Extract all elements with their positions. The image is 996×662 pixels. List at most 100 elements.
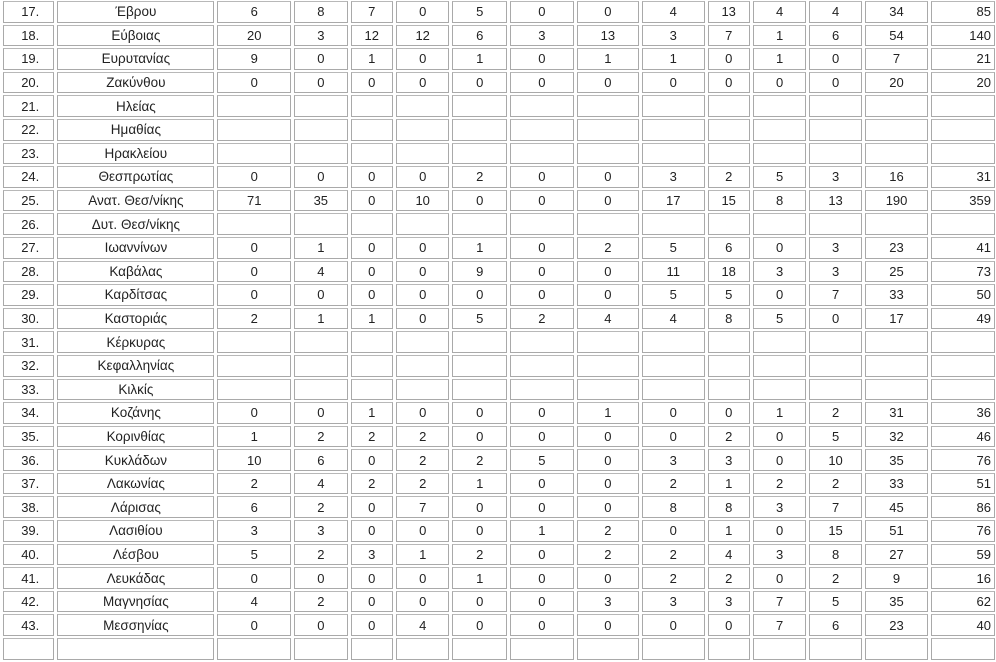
total-cell: 41 bbox=[931, 236, 995, 259]
value-cell: 3 bbox=[642, 590, 705, 613]
total-cell bbox=[931, 354, 995, 377]
prefecture-name-cell: Έβρου bbox=[57, 1, 215, 23]
value-cell bbox=[395, 638, 450, 660]
value-cell: 1 bbox=[510, 520, 574, 542]
value-cell: 2 bbox=[294, 496, 348, 519]
value-cell: 13 bbox=[707, 1, 750, 23]
table-row: 40. Λέσβου 5 2 3 1 2 0 2 2 4 3 8 27 59 bbox=[3, 543, 995, 566]
value-cell: 3 bbox=[752, 543, 807, 566]
value-cell bbox=[217, 354, 292, 377]
table-row: 42. Μαγνησίας 4 2 0 0 0 0 3 3 3 7 5 35 62 bbox=[3, 590, 995, 613]
total-cell: 85 bbox=[931, 1, 995, 23]
row-number-cell: 24. bbox=[3, 166, 55, 188]
prefecture-name-cell: Ηλείας bbox=[57, 95, 215, 117]
value-cell: 0 bbox=[350, 496, 393, 519]
value-cell: 4 bbox=[752, 1, 807, 23]
value-cell: 0 bbox=[707, 48, 750, 70]
row-number-cell: 22. bbox=[3, 118, 55, 141]
value-cell: 0 bbox=[510, 402, 574, 424]
value-cell: 9 bbox=[452, 260, 508, 283]
row-number-cell: 39. bbox=[3, 520, 55, 542]
value-cell: 1 bbox=[707, 520, 750, 542]
value-cell bbox=[642, 142, 705, 165]
value-cell bbox=[752, 331, 807, 353]
table-row: 21. Ηλείας bbox=[3, 95, 995, 117]
prefecture-name-cell: Κυκλάδων bbox=[57, 449, 215, 471]
total-cell bbox=[931, 95, 995, 117]
value-cell: 0 bbox=[294, 567, 348, 589]
total-cell: 76 bbox=[931, 449, 995, 471]
table-row: 29. Καρδίτσας 0 0 0 0 0 0 0 5 5 0 7 33 50 bbox=[3, 284, 995, 306]
value-cell: 2 bbox=[809, 472, 862, 495]
value-cell: 0 bbox=[395, 284, 450, 306]
value-cell: 0 bbox=[510, 472, 574, 495]
value-cell: 0 bbox=[510, 567, 574, 589]
value-cell bbox=[752, 118, 807, 141]
value-cell bbox=[452, 95, 508, 117]
value-cell bbox=[642, 118, 705, 141]
value-cell: 2 bbox=[350, 472, 393, 495]
value-cell: 18 bbox=[707, 260, 750, 283]
value-cell: 25 bbox=[864, 260, 929, 283]
value-cell: 0 bbox=[510, 590, 574, 613]
value-cell: 0 bbox=[217, 284, 292, 306]
prefecture-name-cell: Κέρκυρας bbox=[57, 331, 215, 353]
value-cell: 9 bbox=[864, 567, 929, 589]
value-cell: 2 bbox=[217, 307, 292, 330]
value-cell bbox=[864, 638, 929, 660]
total-cell bbox=[931, 213, 995, 235]
value-cell: 3 bbox=[707, 590, 750, 613]
value-cell bbox=[294, 331, 348, 353]
value-cell bbox=[809, 95, 862, 117]
value-cell: 0 bbox=[510, 284, 574, 306]
value-cell: 0 bbox=[809, 307, 862, 330]
row-number-cell: 33. bbox=[3, 378, 55, 401]
value-cell: 2 bbox=[576, 543, 640, 566]
value-cell bbox=[752, 142, 807, 165]
value-cell: 0 bbox=[576, 425, 640, 448]
value-cell: 2 bbox=[294, 590, 348, 613]
value-cell: 0 bbox=[752, 567, 807, 589]
value-cell: 0 bbox=[350, 71, 393, 94]
value-cell: 0 bbox=[217, 614, 292, 637]
total-cell: 140 bbox=[931, 24, 995, 47]
value-cell: 0 bbox=[510, 543, 574, 566]
value-cell: 0 bbox=[642, 402, 705, 424]
value-cell: 0 bbox=[576, 71, 640, 94]
value-cell: 2 bbox=[642, 472, 705, 495]
value-cell: 32 bbox=[864, 425, 929, 448]
table-row: 24. Θεσπρωτίας 0 0 0 0 2 0 0 3 2 5 3 16 31 bbox=[3, 166, 995, 188]
value-cell: 9 bbox=[217, 48, 292, 70]
value-cell: 0 bbox=[707, 614, 750, 637]
table-row: 27. Ιωαννίνων 0 1 0 0 1 0 2 5 6 0 3 23 41 bbox=[3, 236, 995, 259]
value-cell: 2 bbox=[217, 472, 292, 495]
total-cell: 46 bbox=[931, 425, 995, 448]
value-cell: 2 bbox=[809, 402, 862, 424]
value-cell: 2 bbox=[752, 472, 807, 495]
value-cell: 0 bbox=[510, 189, 574, 212]
value-cell bbox=[452, 354, 508, 377]
value-cell: 5 bbox=[452, 307, 508, 330]
value-cell: 3 bbox=[510, 24, 574, 47]
value-cell: 1 bbox=[752, 402, 807, 424]
value-cell: 0 bbox=[395, 567, 450, 589]
value-cell: 1 bbox=[350, 307, 393, 330]
table-row: 34. Κοζάνης 0 0 1 0 0 0 1 0 0 1 2 31 36 bbox=[3, 402, 995, 424]
value-cell bbox=[642, 95, 705, 117]
table-row bbox=[3, 638, 995, 660]
prefecture-name-cell: Κορινθίας bbox=[57, 425, 215, 448]
value-cell: 0 bbox=[576, 449, 640, 471]
value-cell bbox=[707, 638, 750, 660]
table-row: 20. Ζακύνθου 0 0 0 0 0 0 0 0 0 0 0 20 20 bbox=[3, 71, 995, 94]
prefecture-name-cell: Θεσπρωτίας bbox=[57, 166, 215, 188]
value-cell: 7 bbox=[864, 48, 929, 70]
value-cell: 0 bbox=[752, 71, 807, 94]
value-cell: 51 bbox=[864, 520, 929, 542]
value-cell bbox=[350, 142, 393, 165]
value-cell: 7 bbox=[752, 614, 807, 637]
prefecture-name-cell bbox=[57, 638, 215, 660]
value-cell: 2 bbox=[642, 543, 705, 566]
value-cell bbox=[707, 95, 750, 117]
value-cell: 0 bbox=[576, 166, 640, 188]
value-cell: 0 bbox=[395, 1, 450, 23]
